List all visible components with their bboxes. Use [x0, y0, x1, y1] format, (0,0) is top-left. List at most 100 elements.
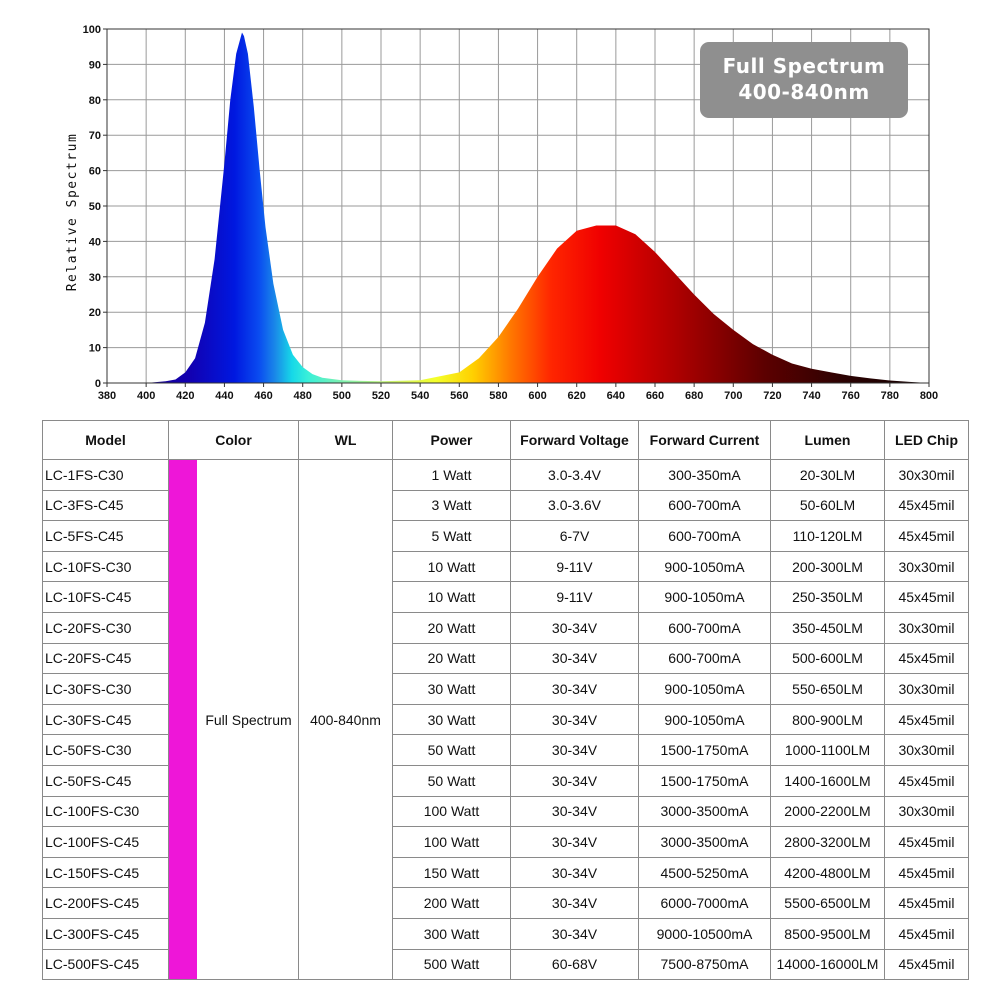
power-cell: 30 Watt — [392, 703, 511, 736]
chip-cell: 30x30mil — [884, 673, 969, 705]
power-cell: 500 Watt — [392, 948, 511, 981]
model-cell: LC-10FS-C45 — [42, 581, 169, 613]
model-cell: LC-500FS-C45 — [42, 948, 169, 981]
voltage-cell: 30-34V — [510, 795, 639, 828]
model-cell: LC-5FS-C45 — [42, 520, 169, 552]
current-cell: 900-1050mA — [638, 673, 771, 705]
model-cell: LC-200FS-C45 — [42, 887, 169, 919]
model-cell: LC-300FS-C45 — [42, 917, 169, 950]
x-tick-label: 520 — [372, 390, 390, 402]
x-tick-label: 800 — [920, 390, 938, 402]
y-tick-label: 20 — [89, 307, 101, 319]
badge-range: 400-840nm — [738, 80, 870, 104]
x-tick-label: 720 — [763, 390, 781, 402]
spectrum-svg: 380 400 420 440 460 480 500 520 540 560 580 600 620 6… — [65, 24, 938, 402]
table-row: LC-20FS-C30 20 Watt 30-34V 600-700mA 350-450… — [42, 611, 969, 644]
y-tick-labels: 0 10 20 30 40 50 60 70 80 90 100 — [83, 24, 101, 390]
model-cell: LC-150FS-C45 — [42, 856, 169, 889]
model-cell: LC-30FS-C45 — [42, 703, 169, 736]
lumen-cell: 14000-16000LM — [770, 948, 885, 981]
x-tick-label: 680 — [685, 390, 703, 402]
power-cell: 100 Watt — [392, 826, 511, 858]
power-cell: 5 Watt — [392, 520, 511, 552]
y-tick-label: 80 — [89, 95, 101, 107]
table-row: LC-3FS-C45 3 Watt 3.0-3.6V 600-700mA 50-60LM… — [42, 489, 969, 522]
voltage-cell: 30-34V — [510, 856, 639, 889]
voltage-cell: 60-68V — [510, 948, 639, 981]
table-body: LC-1FS-C30 Full Spectrum 400-840nm 1 Watt 3.… — [42, 458, 969, 981]
voltage-cell: 30-34V — [510, 642, 639, 675]
lumen-cell: 500-600LM — [770, 642, 885, 675]
voltage-cell: 9-11V — [510, 581, 639, 613]
power-cell: 300 Watt — [392, 917, 511, 950]
power-cell: 50 Watt — [392, 734, 511, 766]
chip-cell: 45x45mil — [884, 703, 969, 736]
current-cell: 900-1050mA — [638, 550, 771, 583]
y-tick-label: 10 — [89, 343, 101, 355]
lumen-cell: 200-300LM — [770, 550, 885, 583]
power-cell: 20 Watt — [392, 611, 511, 644]
header-power: Power — [392, 420, 511, 460]
x-tick-label: 400 — [137, 390, 155, 402]
power-cell: 10 Watt — [392, 581, 511, 613]
table-row: LC-300FS-C45 300 Watt 30-34V 9000-10500mA 85… — [42, 917, 969, 950]
voltage-cell: 3.0-3.4V — [510, 459, 639, 491]
x-tick-label: 740 — [802, 390, 820, 402]
current-cell: 600-700mA — [638, 489, 771, 522]
model-cell: LC-50FS-C30 — [42, 734, 169, 766]
x-tick-label: 780 — [881, 390, 899, 402]
voltage-cell: 30-34V — [510, 917, 639, 950]
lumen-cell: 5500-6500LM — [770, 887, 885, 919]
current-cell: 900-1050mA — [638, 703, 771, 736]
chip-cell: 30x30mil — [884, 611, 969, 644]
voltage-cell: 30-34V — [510, 734, 639, 766]
lumen-cell: 50-60LM — [770, 489, 885, 522]
model-cell: LC-1FS-C30 — [42, 459, 169, 491]
spec-table: Model Color WL Power Forward Voltage Forward … — [42, 420, 969, 981]
table-row: LC-5FS-C45 5 Watt 6-7V 600-700mA 110-120LM 45… — [42, 520, 969, 552]
voltage-cell: 6-7V — [510, 520, 639, 552]
current-cell: 3000-3500mA — [638, 795, 771, 828]
x-tick-label: 640 — [607, 390, 625, 402]
current-cell: 1500-1750mA — [638, 764, 771, 797]
x-tick-label: 700 — [724, 390, 742, 402]
power-cell: 50 Watt — [392, 764, 511, 797]
table-row: LC-50FS-C30 50 Watt 30-34V 1500-1750mA 1000-… — [42, 734, 969, 766]
lumen-cell: 1000-1100LM — [770, 734, 885, 766]
lumen-cell: 250-350LM — [770, 581, 885, 613]
voltage-cell: 30-34V — [510, 826, 639, 858]
chip-cell: 45x45mil — [884, 520, 969, 552]
x-tick-label: 600 — [528, 390, 546, 402]
spectrum-badge: Full Spectrum 400-840nm — [700, 42, 908, 118]
table-header-row: Model Color WL Power Forward Voltage Forward … — [42, 420, 969, 460]
header-color: Color — [168, 420, 299, 460]
voltage-cell: 30-34V — [510, 764, 639, 797]
x-tick-label: 540 — [411, 390, 429, 402]
chip-cell: 45x45mil — [884, 489, 969, 522]
lumen-cell: 2800-3200LM — [770, 826, 885, 858]
model-cell: LC-100FS-C45 — [42, 826, 169, 858]
lumen-cell: 350-450LM — [770, 611, 885, 644]
voltage-cell: 3.0-3.6V — [510, 489, 639, 522]
model-cell: LC-100FS-C30 — [42, 795, 169, 828]
x-tick-label: 460 — [254, 390, 272, 402]
color-name: Full Spectrum — [205, 711, 292, 728]
header-wl: WL — [298, 420, 393, 460]
power-cell: 1 Watt — [392, 459, 511, 491]
badge-title: Full Spectrum — [722, 54, 886, 78]
lumen-cell: 8500-9500LM — [770, 917, 885, 950]
current-cell: 900-1050mA — [638, 581, 771, 613]
x-tick-label: 580 — [489, 390, 507, 402]
voltage-cell: 30-34V — [510, 611, 639, 644]
color-swatch — [169, 460, 197, 979]
table-row: LC-500FS-C45 500 Watt 60-68V 7500-8750mA 140… — [42, 948, 969, 981]
y-tick-label: 40 — [89, 236, 101, 248]
chip-cell: 45x45mil — [884, 826, 969, 858]
table-row: LC-20FS-C45 20 Watt 30-34V 600-700mA 500-600… — [42, 642, 969, 675]
lumen-cell: 800-900LM — [770, 703, 885, 736]
power-cell: 3 Watt — [392, 489, 511, 522]
current-cell: 300-350mA — [638, 459, 771, 491]
color-cell: Full Spectrum — [168, 458, 299, 981]
current-cell: 6000-7000mA — [638, 887, 771, 919]
lumen-cell: 20-30LM — [770, 459, 885, 491]
